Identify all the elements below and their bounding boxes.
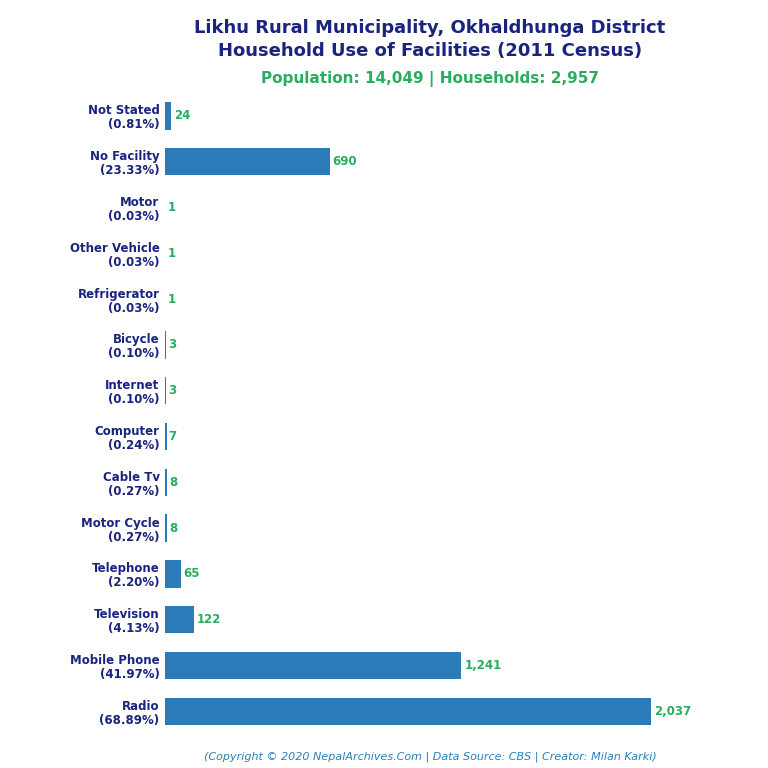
Text: 2,037: 2,037 — [654, 705, 691, 718]
Text: 7: 7 — [169, 430, 177, 443]
Bar — [165, 422, 167, 450]
Text: 8: 8 — [169, 521, 177, 535]
Bar — [165, 560, 180, 588]
Text: 1,241: 1,241 — [465, 659, 502, 672]
Bar — [165, 606, 194, 634]
Text: 3: 3 — [167, 339, 176, 351]
Bar — [165, 468, 167, 496]
Text: 1: 1 — [167, 293, 175, 306]
Text: 24: 24 — [174, 109, 190, 122]
Text: Household Use of Facilities (2011 Census): Household Use of Facilities (2011 Census… — [218, 42, 642, 60]
Text: 1: 1 — [167, 201, 175, 214]
Text: 690: 690 — [333, 155, 357, 168]
Text: 3: 3 — [167, 384, 176, 397]
Text: Population: 14,049 | Households: 2,957: Population: 14,049 | Households: 2,957 — [261, 71, 599, 87]
Text: 122: 122 — [197, 613, 221, 626]
Text: 8: 8 — [169, 476, 177, 488]
Bar — [165, 652, 462, 679]
Bar — [165, 515, 167, 542]
Text: 65: 65 — [184, 568, 200, 581]
Text: (Copyright © 2020 NepalArchives.Com | Data Source: CBS | Creator: Milan Karki): (Copyright © 2020 NepalArchives.Com | Da… — [204, 751, 657, 762]
Bar — [165, 102, 170, 130]
Bar — [165, 697, 651, 725]
Text: 1: 1 — [167, 247, 175, 260]
Bar — [165, 148, 330, 175]
Text: Likhu Rural Municipality, Okhaldhunga District: Likhu Rural Municipality, Okhaldhunga Di… — [194, 19, 666, 37]
